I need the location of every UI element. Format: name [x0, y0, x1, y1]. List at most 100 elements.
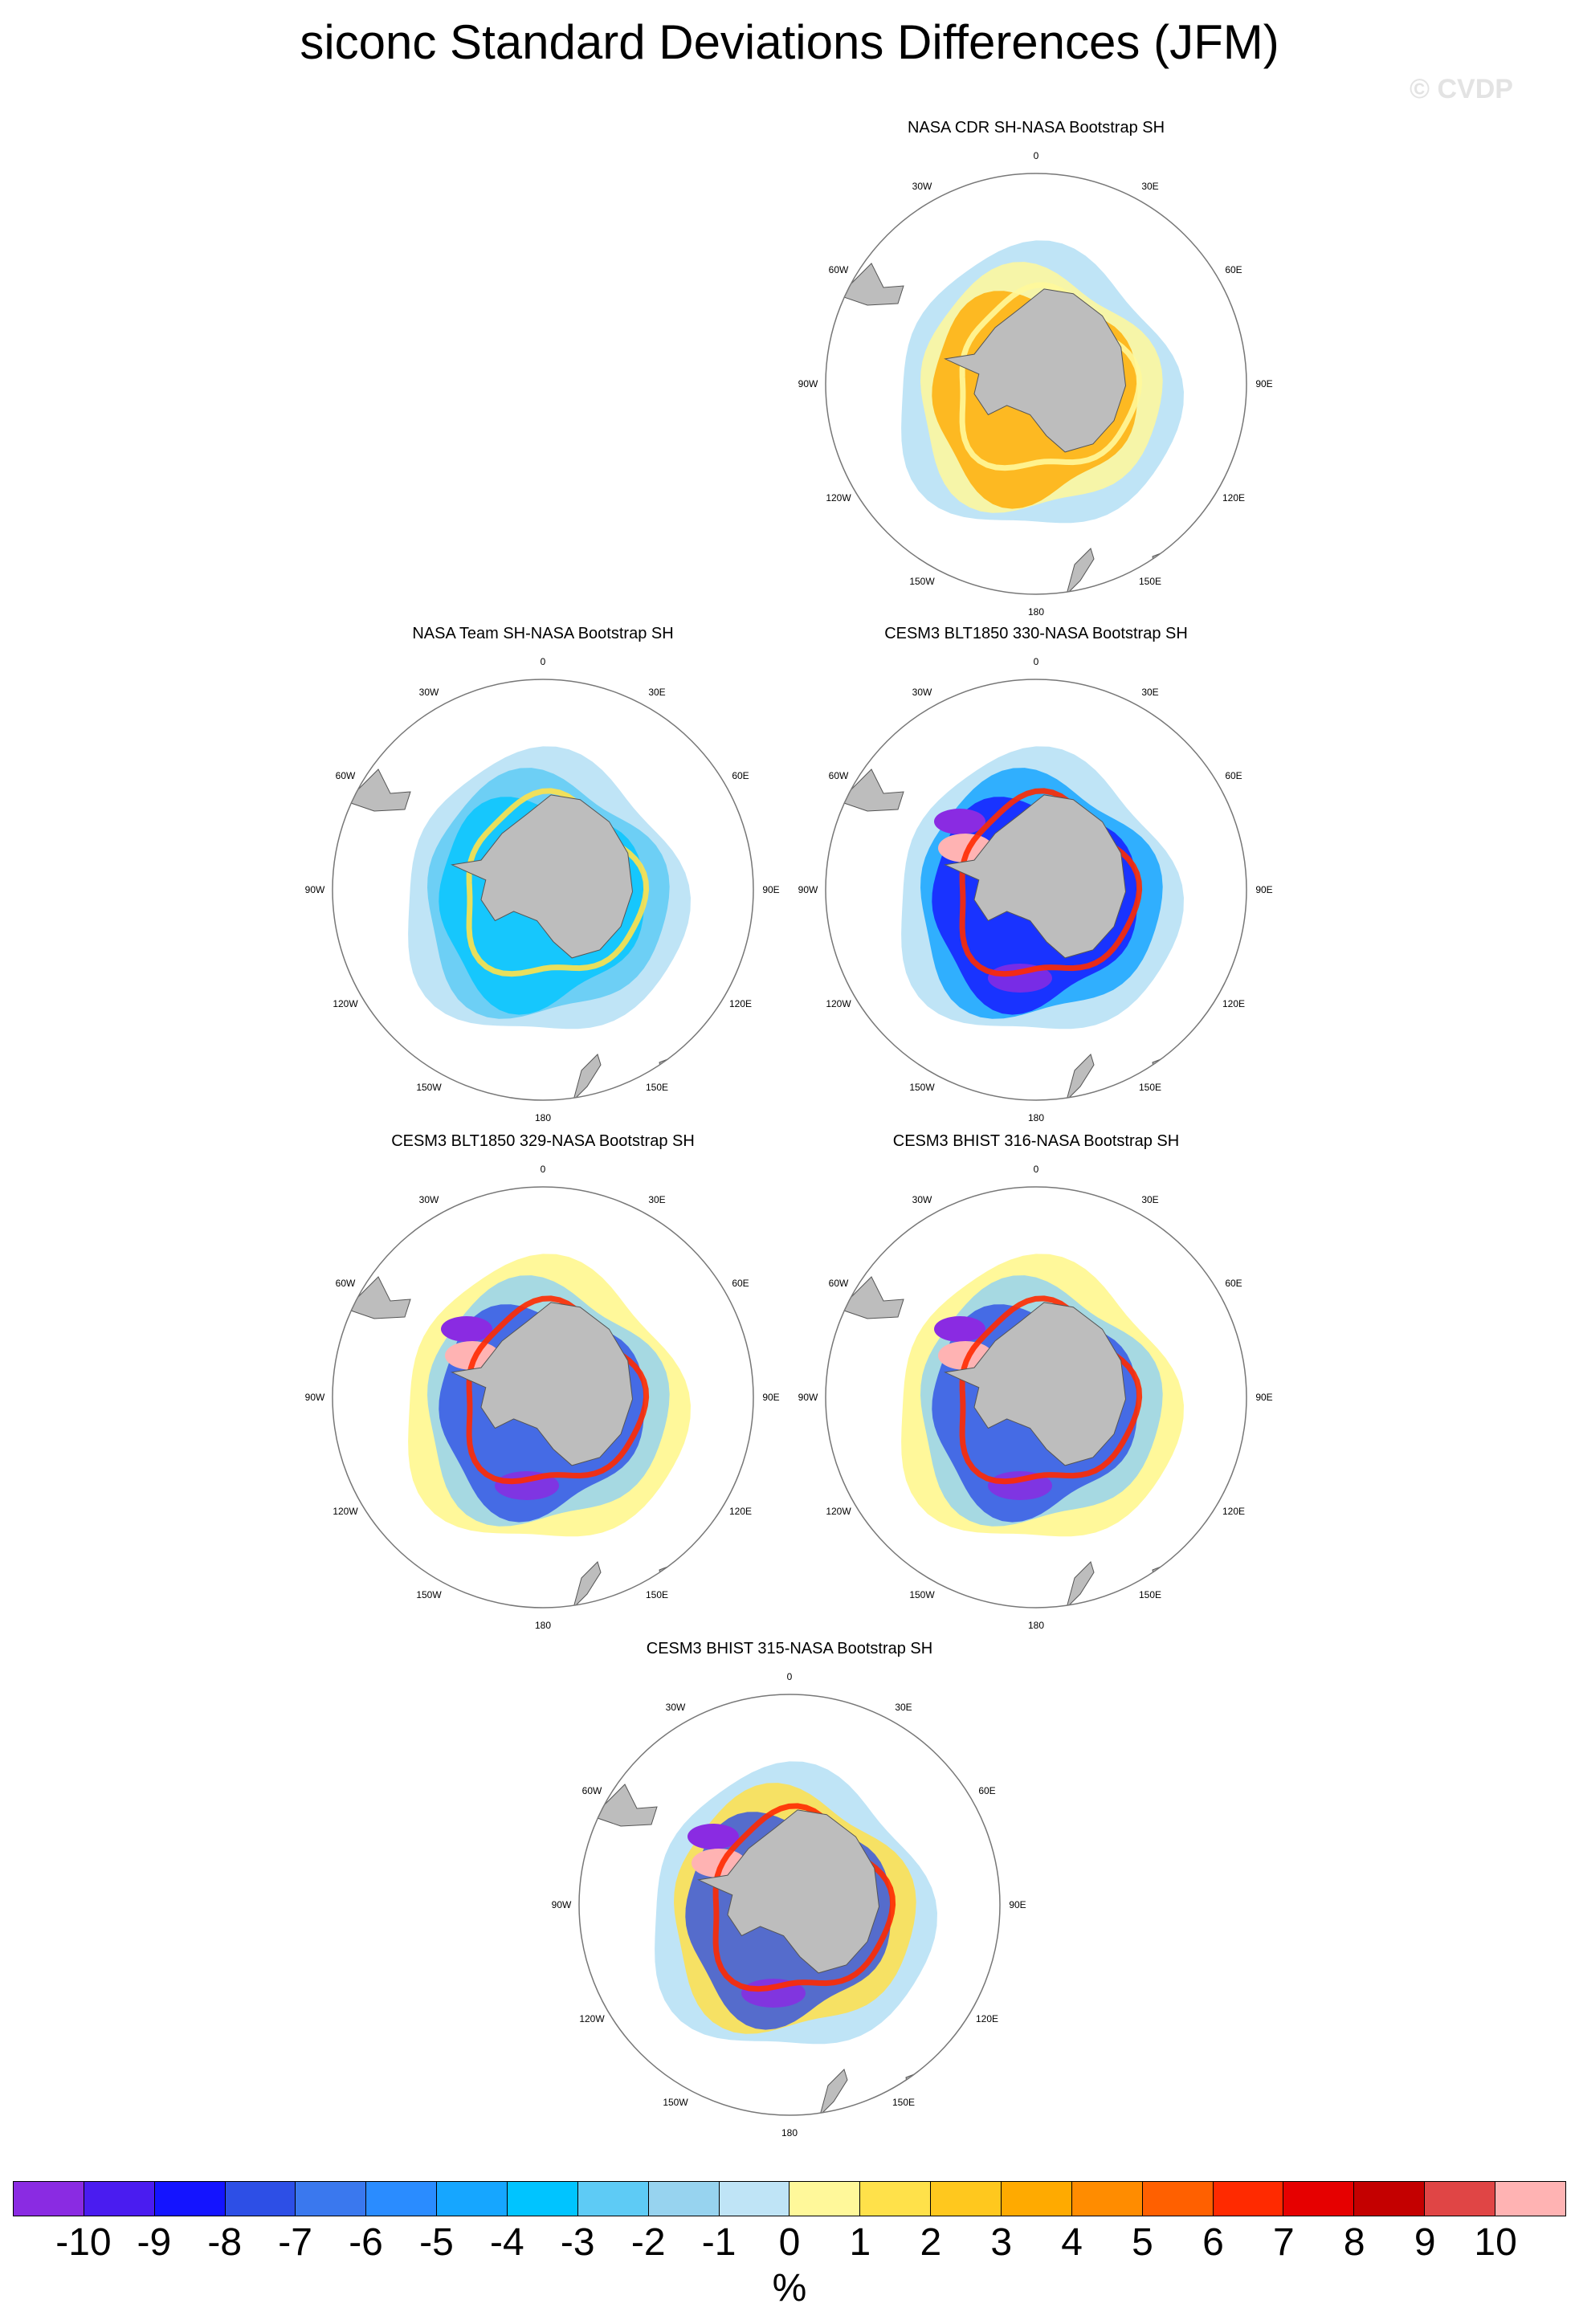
longitude-label: 150E [1139, 1082, 1161, 1093]
polar-map: 0 30E 60E 90E 120E 150E 180 150W 120W 90W 60W 30W [305, 1164, 780, 1630]
antarctica-landmass [944, 1302, 1127, 1466]
field-extreme-neg [687, 1824, 739, 1849]
longitude-label: 120W [333, 1506, 358, 1517]
colorbar-swatch [1283, 2182, 1355, 2216]
longitude-label: 90W [798, 884, 818, 895]
longitude-label: 90W [305, 1392, 325, 1403]
colorbar-swatch [860, 2182, 932, 2216]
map-boundary [332, 679, 754, 1101]
field-extreme-neg [934, 809, 985, 834]
longitude-label: 120E [729, 1506, 752, 1517]
longitude-label: 180 [1028, 1112, 1044, 1123]
longitude-label: 150W [909, 1082, 935, 1093]
colorbar-tick-label: -4 [490, 2221, 524, 2264]
map-boundary [578, 1694, 1001, 2116]
longitude-label: 30E [1141, 687, 1158, 698]
south-america-landmass [838, 263, 904, 306]
map-panel-1: NASA CDR SH-NASA Bootstrap SH 0 30E 60E 90E… [771, 119, 1301, 617]
map-panel-5: CESM3 BHIST 316-NASA Bootstrap SH 0 30E 60… [771, 1132, 1301, 1630]
colorbar-swatch [225, 2182, 296, 2216]
longitude-label: 150E [892, 2097, 915, 2108]
longitude-label: 30W [912, 1194, 932, 1205]
field-extreme-neg [441, 1316, 492, 1342]
antarctica-landmass [697, 1809, 880, 1974]
south-america-landmass [838, 1276, 904, 1319]
map-field [333, 1187, 753, 1608]
colorbar-tick-label: -7 [278, 2221, 312, 2264]
map-boundary [825, 173, 1247, 595]
longitude-label: 120W [579, 2013, 605, 2024]
map-panel-6: CESM3 BHIST 315-NASA Bootstrap SH 0 30E 60… [524, 1640, 1055, 2138]
new-zealand-landmass [1066, 548, 1095, 594]
colorbar-tick-label: -2 [630, 2221, 666, 2264]
longitude-label: 180 [535, 1112, 551, 1123]
longitude-label: 150E [646, 1082, 668, 1093]
longitude-label: 60W [336, 1278, 356, 1289]
longitude-label: 120W [826, 1506, 851, 1517]
longitude-label: 30W [912, 181, 932, 192]
longitude-label: 90E [1009, 1899, 1026, 1910]
longitude-label: 150E [1139, 1589, 1161, 1600]
longitude-label: 90W [305, 884, 325, 895]
colorbar-tick-label: 6 [1202, 2221, 1224, 2264]
longitude-label: 150W [416, 1589, 442, 1600]
longitude-label: 60E [732, 1278, 749, 1289]
longitude-label: 30W [419, 687, 439, 698]
longitude-label: 30E [648, 687, 665, 698]
panel-title: NASA Team SH-NASA Bootstrap SH [412, 625, 674, 642]
panel-title: CESM3 BHIST 316-NASA Bootstrap SH [892, 1132, 1180, 1150]
longitude-label: 0 [1034, 150, 1039, 161]
new-zealand-landmass [573, 1561, 602, 1608]
longitude-label: 120E [1222, 492, 1245, 504]
colorbar-swatch [1213, 2182, 1284, 2216]
new-zealand-landmass [1066, 1561, 1095, 1608]
colorbar-swatch [508, 2182, 578, 2216]
longitude-label: 60E [1225, 770, 1242, 781]
new-zealand-landmass [1066, 1054, 1095, 1100]
longitude-label: 90W [798, 378, 818, 389]
longitude-label: 30W [419, 1194, 439, 1205]
new-zealand-landmass [819, 2069, 848, 2115]
longitude-label: 30E [1141, 181, 1158, 192]
colorbar-swatch [437, 2182, 508, 2216]
longitude-label: 0 [1034, 1164, 1039, 1175]
colorbar-unit-label: % [772, 2267, 807, 2310]
polar-map: 0 30E 60E 90E 120E 150E 180 150W 120W 90W 60W 30W [798, 1164, 1273, 1630]
longitude-label: 150W [909, 1589, 935, 1600]
longitude-label: 90E [1255, 378, 1272, 389]
antarctica-landmass [944, 288, 1127, 453]
longitude-label: 60W [829, 1278, 849, 1289]
colorbar-swatch [14, 2182, 84, 2216]
colorbar-swatch [931, 2182, 1002, 2216]
colorbar-tick-label: 9 [1414, 2221, 1436, 2264]
longitude-label: 120E [976, 2013, 998, 2024]
colorbar-tick-label: 8 [1343, 2221, 1365, 2264]
colorbar-tick-label: 7 [1273, 2221, 1295, 2264]
longitude-label: 90E [1255, 884, 1272, 895]
longitude-label: 180 [1028, 1620, 1044, 1630]
colorbar-swatch [1071, 2182, 1143, 2216]
figure-title: siconc Standard Deviations Differences (… [300, 15, 1279, 69]
longitude-label: 60W [829, 770, 849, 781]
longitude-label: 0 [787, 1671, 793, 1682]
panel-title: NASA CDR SH-NASA Bootstrap SH [907, 119, 1165, 137]
colorbar-tick-label: 0 [778, 2221, 801, 2264]
south-america-landmass [345, 1276, 411, 1319]
longitude-label: 60W [336, 770, 356, 781]
longitude-label: 0 [541, 1164, 546, 1175]
longitude-label: 60E [1225, 264, 1242, 275]
longitude-label: 120E [1222, 1506, 1245, 1517]
colorbar-swatch [790, 2182, 861, 2216]
longitude-label: 90W [552, 1899, 572, 1910]
panel-title: CESM3 BLT1850 329-NASA Bootstrap SH [391, 1132, 695, 1150]
longitude-label: 30W [666, 1702, 686, 1713]
colorbar-swatch [648, 2182, 720, 2216]
longitude-label: 150W [416, 1082, 442, 1093]
longitude-label: 90E [762, 1392, 779, 1403]
antarctica-landmass [451, 1302, 634, 1466]
panel-title: CESM3 BHIST 315-NASA Bootstrap SH [646, 1640, 933, 1657]
colorbar-swatch [154, 2182, 226, 2216]
longitude-label: 30E [1141, 1194, 1158, 1205]
colorbar-swatch [1002, 2182, 1072, 2216]
colorbar-swatch [1354, 2182, 1426, 2216]
